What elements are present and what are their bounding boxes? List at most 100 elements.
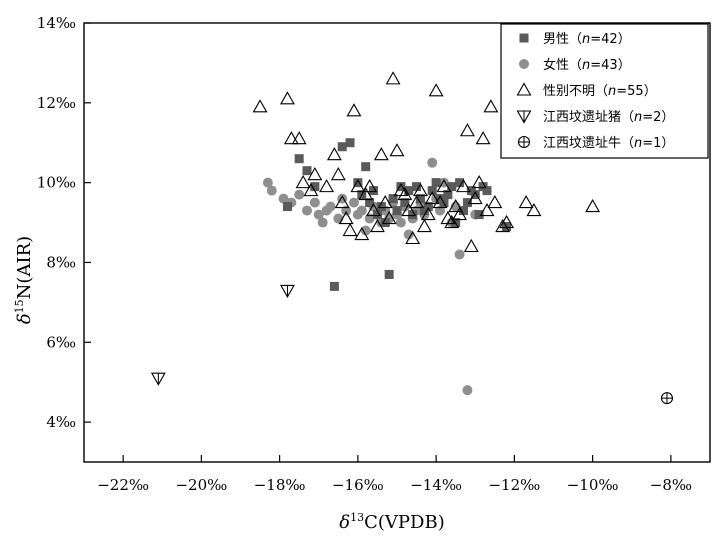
x-tick-label: −20‰: [175, 476, 227, 494]
data-point-square: [455, 178, 465, 188]
data-point-triangle-up: [499, 214, 514, 229]
data-point-triangle-down-cross: [150, 372, 166, 386]
data-point-triangle-up: [389, 143, 405, 157]
data-point-triangle-up: [366, 202, 381, 217]
data-point-triangle-up: [405, 230, 421, 245]
y-axis: 4‰ 6‰ 8‰ 10‰ 12‰ 14‰: [37, 14, 91, 431]
legend-item: 江西坟遗址牛（n=1）: [517, 135, 674, 151]
data-point-square: [396, 182, 406, 192]
data-point-triangle-up: [350, 179, 366, 193]
x-tick-label: −14‰: [410, 476, 462, 494]
data-point-triangle-up: [303, 183, 319, 197]
x-tick-label: −12‰: [488, 476, 540, 494]
data-point-square: [470, 190, 480, 200]
data-point-triangle-up: [456, 179, 471, 193]
data-point-triangle-up: [459, 123, 475, 137]
data-point-square: [365, 198, 375, 208]
data-point-circle: [356, 205, 367, 216]
data-point-square: [392, 206, 402, 216]
data-point-square: [376, 202, 386, 212]
data-point-square: [369, 186, 379, 196]
x-tick-label: −16‰: [332, 476, 384, 494]
legend-swatch-circle-cross: [517, 135, 531, 149]
data-point-circle: [403, 229, 414, 240]
data-point-circle: [454, 249, 465, 260]
data-point-triangle-up: [346, 103, 362, 117]
legend-item: 江西坟遗址猪（n=2）: [516, 110, 674, 125]
data-point-triangle-up: [252, 99, 268, 113]
data-points: [150, 71, 674, 405]
data-point-square: [337, 142, 347, 152]
data-point-triangle-up: [471, 175, 487, 189]
data-point-triangle-down-cross: [280, 284, 295, 299]
legend-box: [500, 23, 709, 159]
x-tick-label: −22‰: [97, 476, 149, 494]
data-point-triangle-up: [428, 83, 444, 97]
data-point-triangle-up: [280, 91, 295, 105]
legend-item: 性别不明（n=55）: [516, 82, 657, 99]
data-point-square: [388, 194, 398, 204]
x-axis-label: δ13C(VPDB): [339, 511, 444, 533]
legend-swatch-triangle-up: [516, 82, 532, 96]
legend-swatch-square: [519, 33, 529, 43]
data-point-square: [310, 182, 320, 192]
data-point-triangle-up: [369, 218, 385, 233]
data-point-triangle-up: [452, 206, 468, 221]
legend-item: 男性（n=42）: [519, 32, 631, 47]
legend-swatch-triangle-down-cross: [516, 110, 532, 124]
data-point-square: [431, 178, 441, 188]
data-point-square: [474, 210, 484, 220]
legend-label: 江西坟遗址牛（n=1）: [543, 136, 674, 151]
data-point-square: [423, 202, 433, 212]
y-tick-label: 10‰: [37, 174, 76, 192]
data-point-triangle-up: [487, 194, 503, 209]
data-point-square: [380, 218, 390, 228]
data-point-triangle-up: [409, 194, 425, 209]
data-point-circle: [333, 213, 344, 224]
data-point-square: [384, 269, 394, 279]
y-tick-label: 14‰: [37, 14, 76, 32]
data-point-triangle-up: [526, 202, 542, 217]
data-point-triangle-up: [295, 175, 311, 189]
data-point-triangle-up: [475, 131, 491, 145]
y-tick-label: 12‰: [37, 94, 76, 112]
y-tick-label: 6‰: [46, 333, 76, 351]
data-point-triangle-up: [483, 99, 499, 113]
data-point-square: [372, 210, 382, 220]
data-point-circle: [325, 201, 336, 212]
data-point-triangle-up: [401, 202, 417, 217]
data-point-triangle-up: [479, 202, 495, 217]
data-point-triangle-up: [291, 131, 307, 145]
data-point-triangle-up: [342, 222, 358, 237]
data-point-triangle-up: [381, 210, 397, 225]
data-point-triangle-up: [307, 167, 323, 181]
data-point-triangle-up: [518, 194, 534, 209]
data-point-triangle-up: [373, 147, 389, 161]
data-point-triangle-up: [326, 147, 342, 161]
data-point-square: [462, 198, 472, 208]
x-tick-label: −8‰: [650, 476, 692, 494]
legend-label: 性别不明（n=55）: [543, 84, 657, 99]
data-point-triangle-up: [413, 183, 428, 197]
data-point-triangle-up: [362, 179, 378, 193]
data-point-triangle-up: [463, 238, 479, 253]
data-point-square: [415, 194, 425, 204]
data-point-square: [361, 162, 371, 172]
data-point-triangle-up: [444, 214, 460, 229]
data-point-triangle-up: [338, 210, 354, 225]
legend-swatch-circle: [519, 59, 529, 69]
data-point-triangle-up: [385, 71, 401, 85]
data-point-triangle-up: [420, 206, 436, 221]
x-tick-label: −10‰: [567, 476, 619, 494]
data-point-circle-cross: [660, 392, 674, 405]
data-point-circle: [294, 189, 305, 200]
data-point-circle: [309, 197, 320, 208]
data-point-square: [459, 206, 469, 216]
legend-item: 女性（n=43）: [519, 57, 631, 73]
data-point-circle: [278, 193, 289, 204]
data-point-triangle-up: [319, 179, 335, 193]
data-point-triangle-up: [354, 226, 370, 241]
data-point-triangle-up: [330, 167, 346, 181]
data-point-square: [427, 186, 437, 196]
